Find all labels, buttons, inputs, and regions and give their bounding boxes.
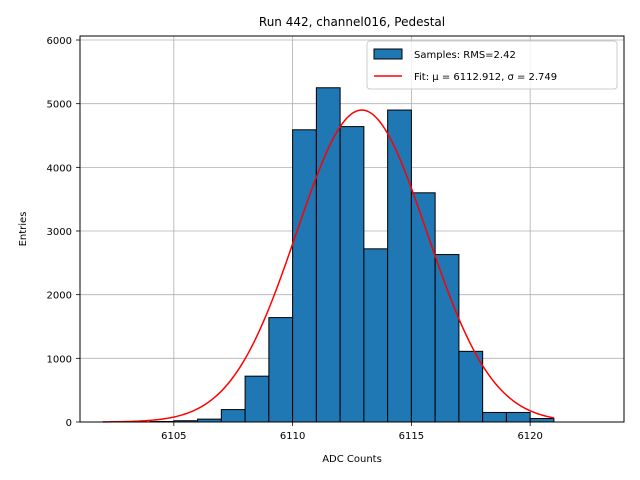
- histogram-bar: [434, 254, 460, 423]
- legend-box: [366, 40, 618, 90]
- plot-frame: [79, 35, 625, 423]
- histogram-bar: [505, 411, 531, 423]
- legend: Samples: RMS=2.42 Fit: μ = 6112.912, σ =…: [366, 40, 618, 90]
- legend-histogram-swatch: [373, 48, 403, 60]
- x-axis-label: ADC Counts: [322, 454, 382, 465]
- y-axis-label: Entries: [18, 212, 29, 247]
- y-tick-label: 2000: [47, 291, 72, 302]
- y-tick-label: 3000: [47, 227, 72, 238]
- y-tick-label: 4000: [47, 163, 72, 174]
- histogram-bars: [149, 87, 555, 423]
- histogram-bar: [410, 192, 436, 423]
- x-tick-label: 6110: [280, 431, 305, 442]
- y-tick-label: 1000: [47, 354, 72, 365]
- histogram-bar: [268, 317, 294, 423]
- x-tick-label: 6115: [399, 431, 424, 442]
- y-axis-ticks: 0 1000 2000 3000 4000 5000 6000: [47, 36, 80, 429]
- legend-fit-label: Fit: μ = 6112.912, σ = 2.749: [414, 72, 557, 83]
- histogram-bar: [292, 129, 317, 423]
- histogram-bar: [458, 350, 484, 423]
- x-axis-ticks: 6105 6110 6115 6120: [161, 422, 543, 442]
- histogram-bar: [482, 411, 507, 423]
- y-tick-label: 6000: [47, 36, 72, 47]
- y-tick-label: 0: [66, 418, 72, 429]
- histogram-bar: [315, 87, 341, 423]
- histogram-bar: [363, 248, 389, 423]
- fit-curve: [102, 109, 555, 423]
- chart-title: Run 442, channel016, Pedestal: [259, 15, 445, 29]
- x-tick-label: 6120: [517, 431, 542, 442]
- histogram-bar: [339, 126, 365, 423]
- histogram-bar: [244, 375, 270, 423]
- y-tick-label: 5000: [47, 100, 72, 111]
- x-tick-label: 6105: [161, 431, 186, 442]
- legend-histogram-label: Samples: RMS=2.42: [414, 50, 516, 61]
- histogram-bar: [220, 409, 246, 423]
- histogram-bar: [529, 417, 555, 423]
